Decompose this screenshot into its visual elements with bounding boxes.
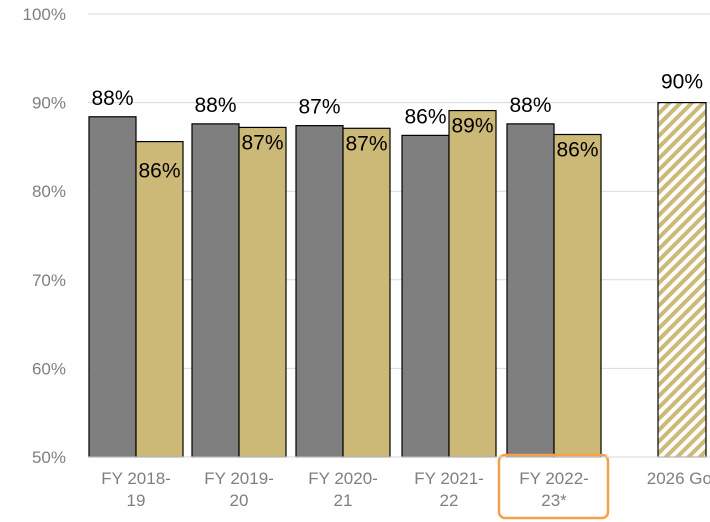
bar-series-2 [342,127,391,458]
data-labels: 88%86%88%87%87%87%86% 89%88%86%90% [91,71,703,183]
bar-series-2 [238,126,287,458]
data-label: 88% [509,94,551,117]
data-label: 86% [138,160,180,183]
x-tick-label: FY 2021-22 [414,469,484,510]
y-tick-label: 70% [32,271,66,290]
y-tick-label: 100% [23,5,66,24]
bar-series-2 [448,109,497,458]
y-tick-label: 90% [32,94,66,113]
data-label: 86% [404,105,446,128]
data-label: 86% [556,138,598,161]
data-label: 90% [661,71,703,94]
data-label: 88% [91,87,133,110]
y-tick-label: 60% [32,359,66,378]
x-axis-tick-labels: FY 2018-19 FY 2019-20 FY 2020-21 FY 2021-22… [101,453,710,520]
bar-series-1 [191,123,240,458]
x-tick-label: FY 2018-19 [101,469,171,510]
y-tick-label: 80% [32,182,66,201]
bar-series-2 [135,140,184,458]
y-tick-label: 50% [32,448,66,467]
bar-series-1 [88,116,137,458]
data-label: 87% [298,96,340,119]
x-tick-label: FY 2022-23* [519,469,589,510]
x-tick-label: FY 2019-20 [204,469,274,510]
data-label: 89% [451,115,493,138]
bars [88,101,707,458]
data-label: 87% [345,132,387,155]
x-tick-label: FY 2020-21 [308,469,378,510]
bar-series-2 [553,133,602,458]
bar-series-1 [295,125,344,458]
bar-series-1 [506,123,555,458]
goal-bar [657,101,707,458]
data-label: 88% [194,94,236,117]
data-label: 87% [241,131,283,154]
bar-series-1 [401,134,450,458]
y-axis-tick-labels: 50% 60% 70% 80% 90% 100% [23,5,66,467]
x-tick-label: 2026 Goal [647,469,710,488]
highlight-box [497,453,610,520]
